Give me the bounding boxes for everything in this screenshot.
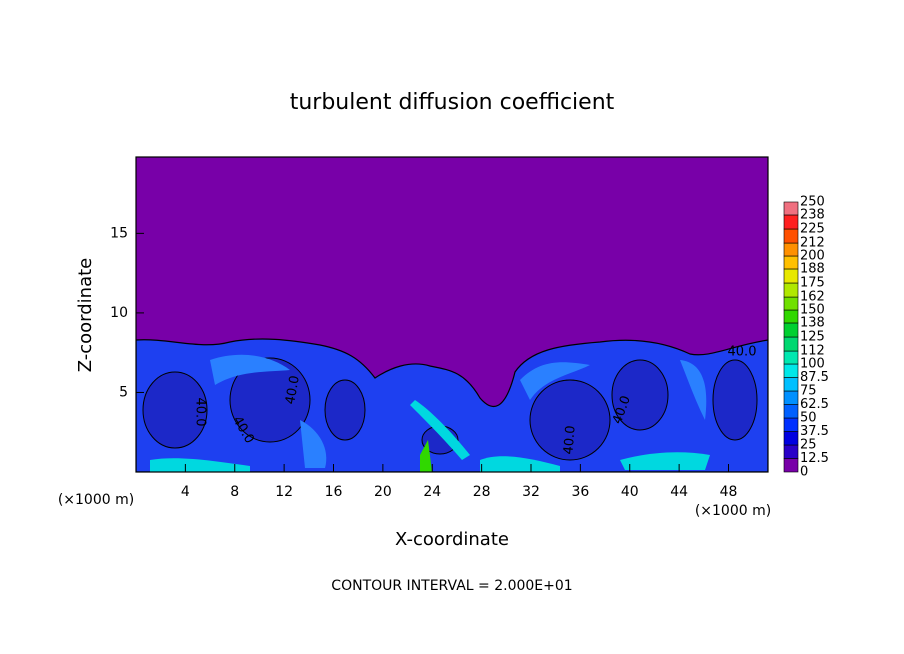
chart-title: turbulent diffusion coefficient bbox=[290, 90, 615, 115]
colorbar-label: 75 bbox=[800, 384, 817, 399]
colorbar-label: 50 bbox=[800, 411, 817, 426]
contour-label: 40.0 bbox=[193, 398, 208, 427]
colorbar-label: 112 bbox=[800, 344, 825, 359]
y-axis-label: Z-coordinate bbox=[75, 258, 96, 373]
colorbar-label: 250 bbox=[800, 195, 825, 210]
colorbar-segment bbox=[783, 377, 799, 392]
x-tick-label: 4 bbox=[181, 484, 190, 500]
x-tick-label: 48 bbox=[720, 484, 738, 500]
x-tick-label: 44 bbox=[670, 484, 688, 500]
x-tick-label: 8 bbox=[230, 484, 239, 500]
contour-label: 40.0 bbox=[728, 345, 757, 360]
colorbar-label: 138 bbox=[800, 315, 825, 330]
colorbar-label: 100 bbox=[800, 357, 825, 372]
colorbar-label: 0 bbox=[800, 465, 808, 480]
colorbar-label: 125 bbox=[800, 330, 825, 345]
colorbar-label: 188 bbox=[800, 261, 825, 276]
mid-patches bbox=[210, 354, 707, 468]
colorbar-label: 62.5 bbox=[800, 397, 829, 412]
x-axis-label: X-coordinate bbox=[395, 529, 509, 550]
contour-label: 40.0 bbox=[561, 425, 578, 455]
colorbar-label: 37.5 bbox=[800, 424, 829, 439]
colorbar-segment bbox=[783, 296, 799, 311]
colorbar-label: 225 bbox=[800, 222, 825, 237]
x-tick-label: 40 bbox=[621, 484, 639, 500]
colorbar-label: 238 bbox=[800, 207, 825, 222]
colorbar-segment bbox=[783, 214, 799, 230]
colorbar-segment bbox=[783, 255, 799, 270]
colorbar-label: 25 bbox=[800, 438, 817, 453]
y-tick-label: 5 bbox=[119, 384, 128, 400]
colorbar-segment bbox=[783, 458, 799, 473]
colorbar-segment bbox=[783, 444, 799, 459]
colorbar-segment bbox=[783, 417, 799, 432]
x-tick-label: 20 bbox=[374, 484, 392, 500]
high-streaks bbox=[150, 400, 710, 472]
x-tick-label: 32 bbox=[522, 484, 540, 500]
x-tick-label: 16 bbox=[325, 484, 343, 500]
colorbar-segment bbox=[783, 350, 799, 365]
x-tick-label: 28 bbox=[473, 484, 491, 500]
x-tick-label: 36 bbox=[571, 484, 589, 500]
y-tick-label: 10 bbox=[110, 305, 128, 321]
field bbox=[136, 157, 768, 472]
colorbar-segment bbox=[783, 201, 799, 216]
colorbar-segment bbox=[783, 322, 799, 338]
colorbar-segment bbox=[783, 309, 799, 324]
colorbar-label: 12.5 bbox=[800, 451, 829, 466]
colorbar-segment bbox=[783, 336, 799, 352]
plot-frame bbox=[135, 156, 769, 473]
x-tick-label: 24 bbox=[423, 484, 441, 500]
colorbar-label: 87.5 bbox=[800, 370, 829, 385]
colorbar-label: 162 bbox=[800, 290, 825, 305]
colorbar-segment bbox=[783, 431, 799, 446]
colorbar-segment bbox=[783, 228, 799, 244]
contour-label: 40.0 bbox=[283, 374, 303, 405]
y-tick-label: 15 bbox=[110, 225, 128, 241]
colorbar-label: 150 bbox=[800, 303, 825, 318]
colorbar-segment bbox=[783, 363, 799, 378]
colorbar-label: 175 bbox=[800, 276, 825, 291]
annotation: CONTOUR INTERVAL = 2.000E+01 bbox=[331, 578, 572, 594]
x-tick-label: 12 bbox=[275, 484, 293, 500]
colorbar-segment bbox=[783, 242, 799, 257]
colorbar-segment bbox=[783, 268, 799, 284]
colorbar-label: 200 bbox=[800, 249, 825, 264]
x-unit: (×1000 m) bbox=[695, 503, 771, 519]
colorbar-segment bbox=[783, 390, 799, 405]
colorbar-label: 212 bbox=[800, 236, 825, 251]
colorbar-segment bbox=[783, 282, 799, 298]
colorbar-segment bbox=[783, 404, 799, 419]
x-unit: (×1000 m) bbox=[58, 492, 134, 508]
